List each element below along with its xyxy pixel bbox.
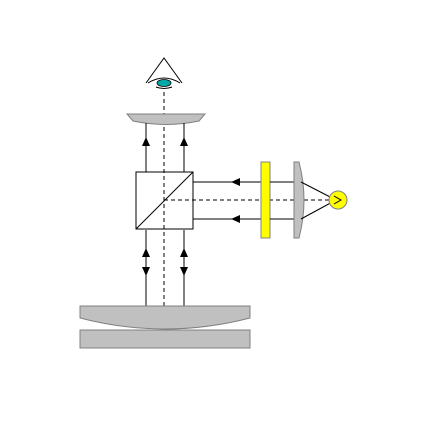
- eyepiece-lens: [125, 113, 207, 125]
- sun-icon: [328, 190, 348, 210]
- eye-icon: [145, 57, 183, 89]
- collimating-lens: [293, 161, 305, 239]
- arrow-left-lower: [231, 215, 240, 223]
- arrow-up-right-upper: [180, 137, 188, 146]
- reference-flat: [79, 305, 251, 330]
- arrow-up-left-lower: [142, 248, 150, 257]
- arrow-left-upper: [231, 178, 240, 186]
- yellow-filter: [260, 161, 271, 239]
- test-surface: [79, 329, 251, 349]
- arrow-down-right-lower: [180, 267, 188, 276]
- arrow-up-right-lower: [180, 248, 188, 257]
- arrow-down-left-lower: [142, 267, 150, 276]
- arrow-up-left-upper: [142, 137, 150, 146]
